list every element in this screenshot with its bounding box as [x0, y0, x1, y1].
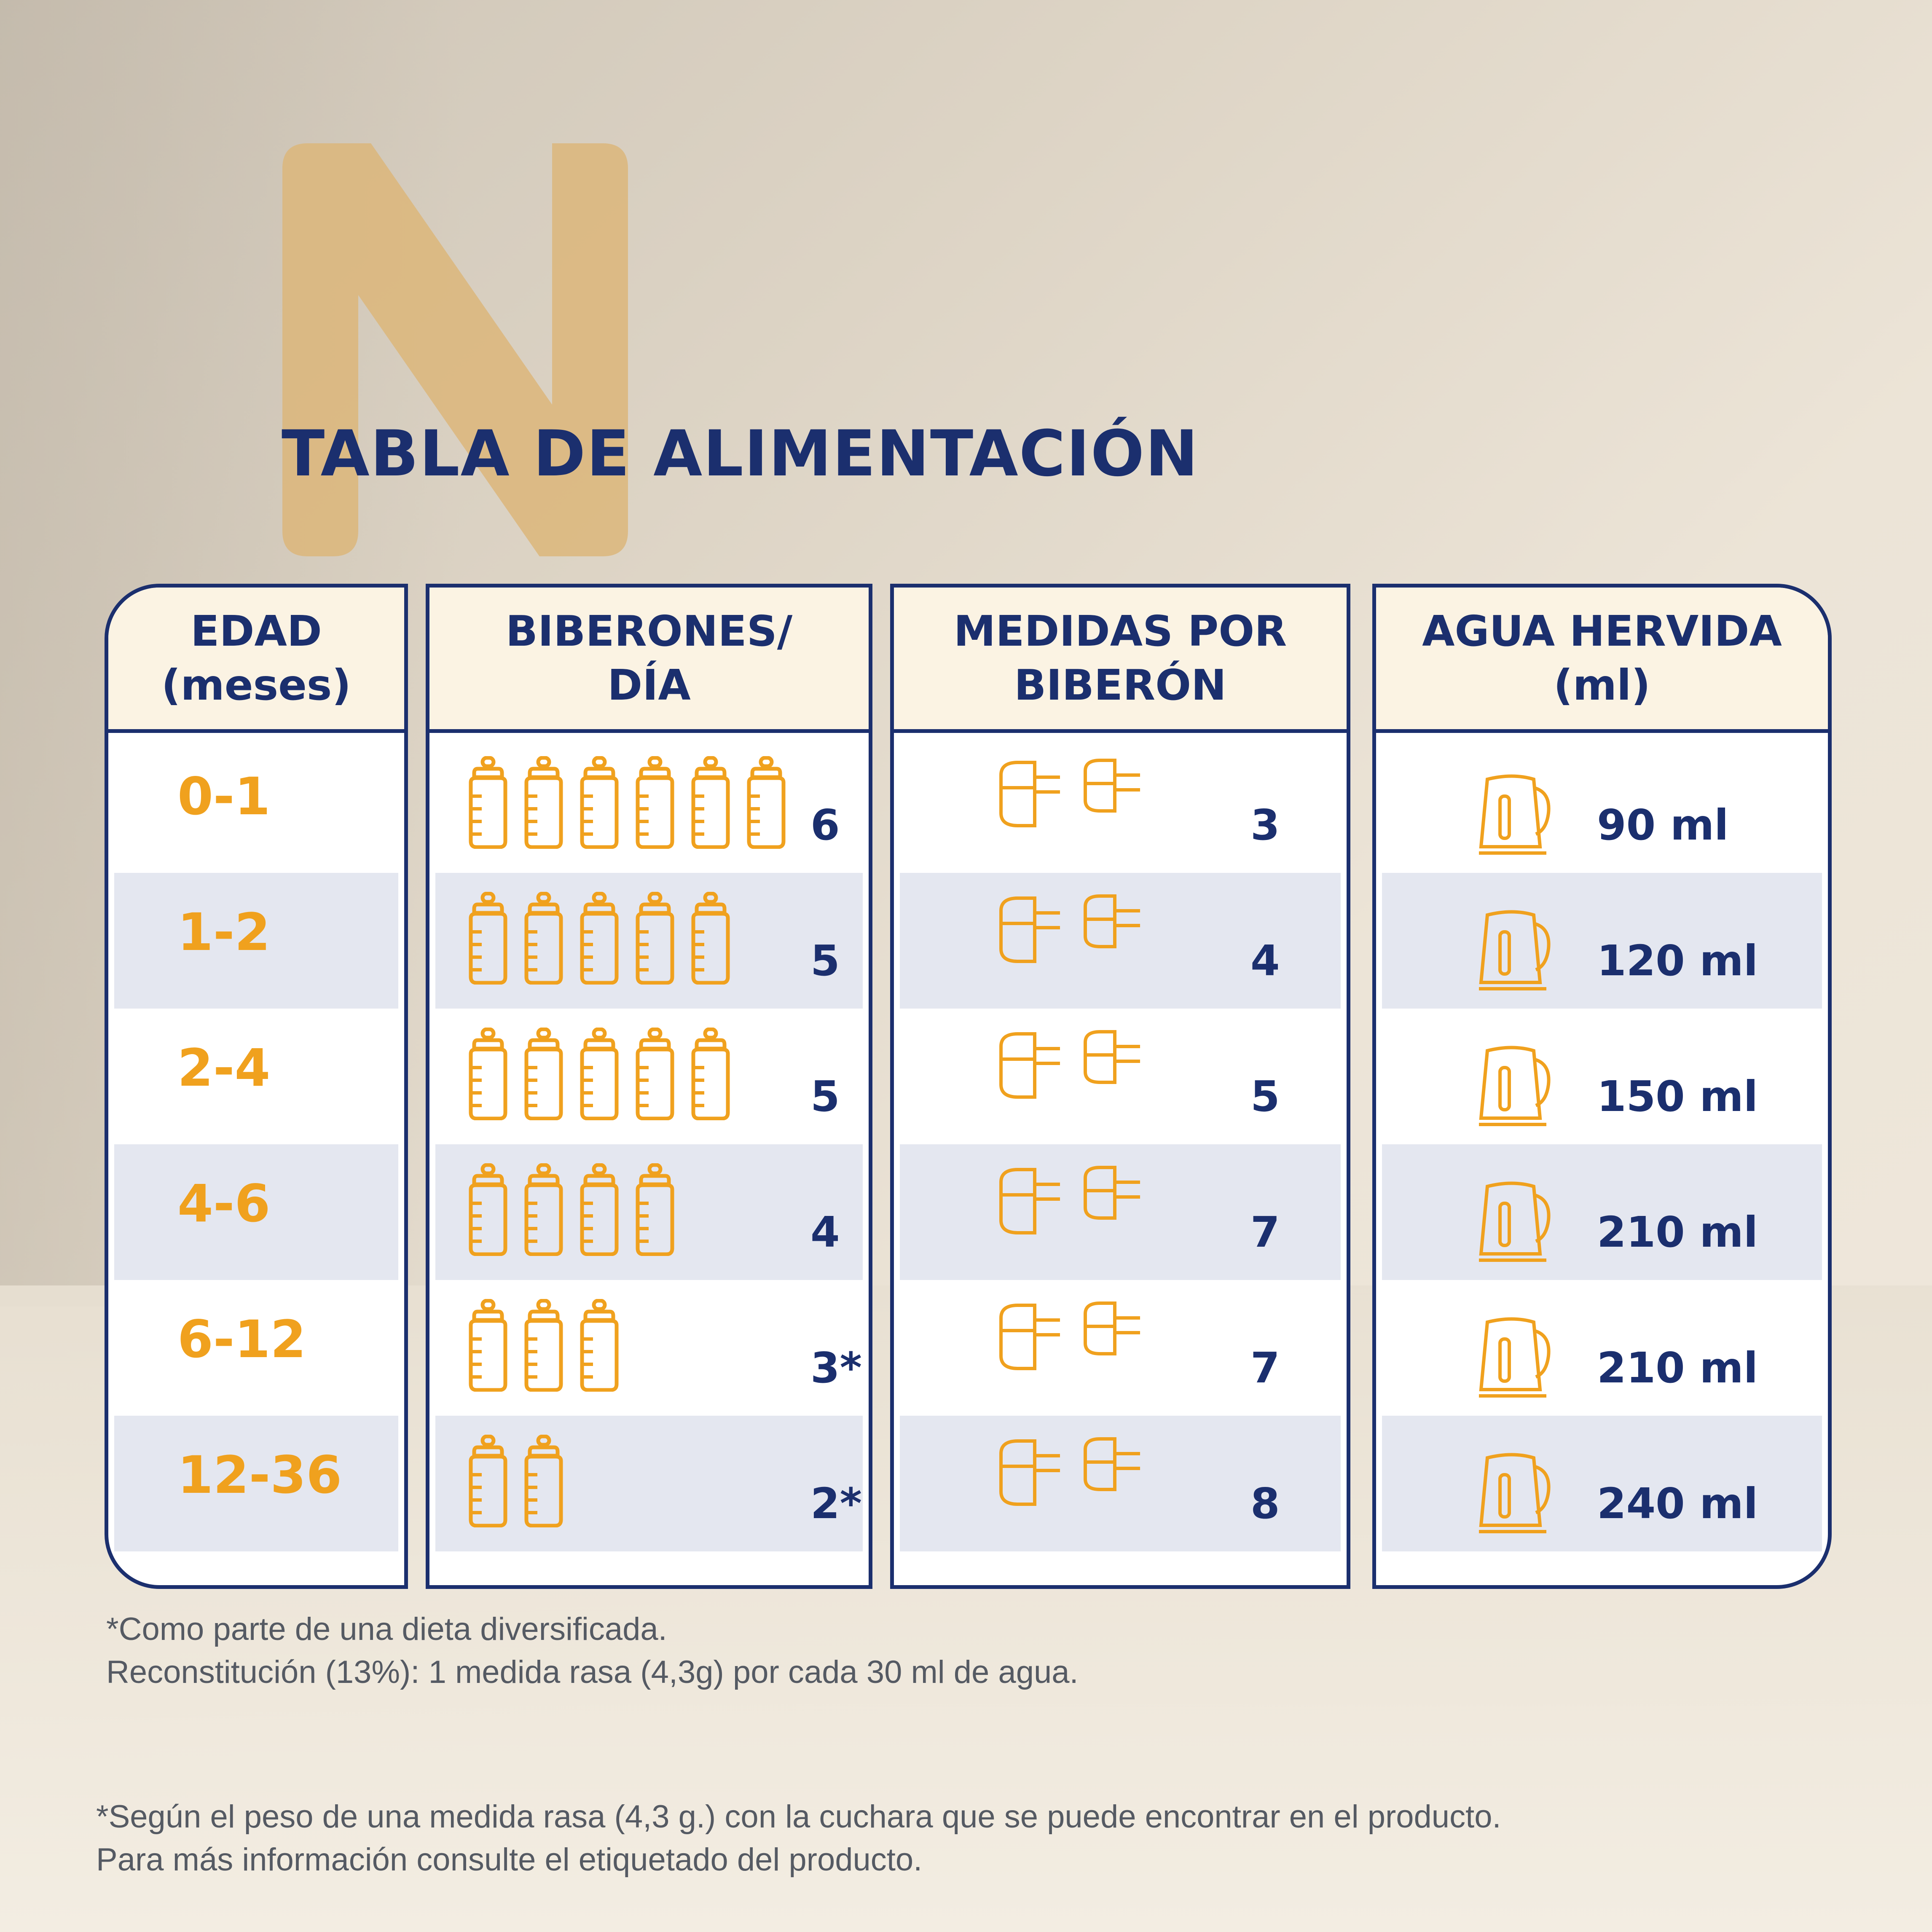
biberones-value: 2* — [810, 1479, 862, 1528]
medidas-value: 5 — [1250, 1072, 1280, 1121]
measuring-scoop-icon — [997, 894, 1165, 976]
edad-row: 6-12 — [114, 1280, 398, 1416]
agua-row: 240 ml — [1382, 1416, 1822, 1551]
kettle-icon — [1475, 907, 1555, 997]
header-edad-line2: (meses) — [161, 660, 352, 710]
medidas-value: 8 — [1250, 1479, 1280, 1528]
agua-value: 240 ml — [1597, 1479, 1758, 1528]
agua-value: 210 ml — [1597, 1208, 1758, 1257]
bottle-group — [465, 1028, 743, 1122]
biberones-row: 6 — [435, 737, 863, 873]
header-medidas-line2: BIBERÓN — [1014, 660, 1226, 710]
medidas-row: 4 — [900, 873, 1341, 1009]
footnote-reconstitution: Reconstitución (13%): 1 medida rasa (4,3… — [106, 1654, 1079, 1690]
header-agua-line2: (ml) — [1554, 660, 1650, 710]
biberones-value: 4 — [810, 1208, 840, 1257]
kettle-icon — [1475, 1314, 1555, 1404]
measuring-scoop-icon — [997, 1301, 1165, 1383]
age-value: 2-4 — [177, 1038, 271, 1098]
kettle-icon — [1475, 1178, 1555, 1269]
header-edad: EDAD (meses) — [108, 588, 404, 733]
footnote-scoop-weight: *Según el peso de una medida rasa (4,3 g… — [96, 1799, 1501, 1835]
agua-value: 90 ml — [1597, 800, 1729, 850]
header-medidas-line1: MEDIDAS POR — [953, 606, 1287, 656]
agua-row: 210 ml — [1382, 1280, 1822, 1416]
medidas-value: 4 — [1250, 936, 1280, 985]
medidas-value: 3 — [1250, 800, 1280, 850]
bottle-group — [465, 756, 799, 851]
column-edad: EDAD (meses) 0-1 1-2 2-4 4-6 6-12 12-36 — [105, 584, 408, 1589]
column-medidas: MEDIDAS POR BIBERÓN 3 4 5 7 — [890, 584, 1350, 1589]
bottle-group — [465, 1435, 576, 1530]
kettle-icon — [1475, 1449, 1555, 1540]
edad-row: 4-6 — [114, 1144, 398, 1280]
header-biberones-line1: BIBERONES/ — [505, 606, 793, 656]
agua-row: 90 ml — [1382, 737, 1822, 873]
biberones-row: 3* — [435, 1280, 863, 1416]
edad-row: 1-2 — [114, 873, 398, 1009]
age-value: 1-2 — [177, 902, 271, 962]
agua-row: 150 ml — [1382, 1009, 1822, 1144]
biberones-row: 5 — [435, 873, 863, 1009]
biberones-row: 5 — [435, 1009, 863, 1144]
footnote-diet: *Como parte de una dieta diversificada. — [106, 1611, 667, 1647]
agua-value: 120 ml — [1597, 936, 1758, 985]
header-edad-line1: EDAD — [191, 606, 322, 656]
biberones-row: 4 — [435, 1144, 863, 1280]
bottle-group — [465, 1163, 687, 1258]
header-biberones: BIBERONES/ DÍA — [429, 588, 869, 733]
edad-row: 12-36 — [114, 1416, 398, 1551]
column-agua: AGUA HERVIDA (ml) 90 ml 120 ml 150 ml 21… — [1372, 584, 1832, 1589]
agua-row: 210 ml — [1382, 1144, 1822, 1280]
measuring-scoop-icon — [997, 1030, 1165, 1112]
medidas-value: 7 — [1250, 1343, 1280, 1393]
footnote-more-info: Para más información consulte el etiquet… — [96, 1842, 923, 1878]
brand-n-logo — [282, 143, 628, 556]
header-biberones-line2: DÍA — [607, 660, 691, 710]
medidas-row: 3 — [900, 737, 1341, 873]
header-agua: AGUA HERVIDA (ml) — [1376, 588, 1828, 733]
age-value: 0-1 — [177, 767, 271, 826]
measuring-scoop-icon — [997, 758, 1165, 840]
column-biberones: BIBERONES/ DÍA 6 — [426, 584, 872, 1589]
bottle-group — [465, 1299, 632, 1394]
medidas-row: 7 — [900, 1144, 1341, 1280]
agua-value: 150 ml — [1597, 1072, 1758, 1121]
agua-row: 120 ml — [1382, 873, 1822, 1009]
biberones-value: 5 — [810, 1072, 840, 1121]
measuring-scoop-icon — [997, 1437, 1165, 1519]
medidas-value: 7 — [1250, 1208, 1280, 1257]
bottle-group — [465, 892, 743, 987]
measuring-scoop-icon — [997, 1165, 1165, 1248]
kettle-icon — [1475, 1042, 1555, 1133]
age-value: 6-12 — [177, 1309, 306, 1369]
edad-row: 0-1 — [114, 737, 398, 873]
kettle-icon — [1475, 771, 1555, 861]
biberones-row: 2* — [435, 1416, 863, 1551]
agua-value: 210 ml — [1597, 1343, 1758, 1393]
edad-row: 2-4 — [114, 1009, 398, 1144]
header-medidas: MEDIDAS POR BIBERÓN — [894, 588, 1347, 733]
medidas-row: 5 — [900, 1009, 1341, 1144]
page-title: TABLA DE ALIMENTACIÓN — [282, 417, 1199, 491]
medidas-row: 8 — [900, 1416, 1341, 1551]
medidas-row: 7 — [900, 1280, 1341, 1416]
biberones-value: 5 — [810, 936, 840, 985]
age-value: 4-6 — [177, 1174, 271, 1234]
age-value: 12-36 — [177, 1445, 342, 1505]
biberones-value: 3* — [810, 1343, 862, 1393]
biberones-value: 6 — [810, 800, 840, 850]
header-agua-line1: AGUA HERVIDA — [1422, 606, 1782, 656]
